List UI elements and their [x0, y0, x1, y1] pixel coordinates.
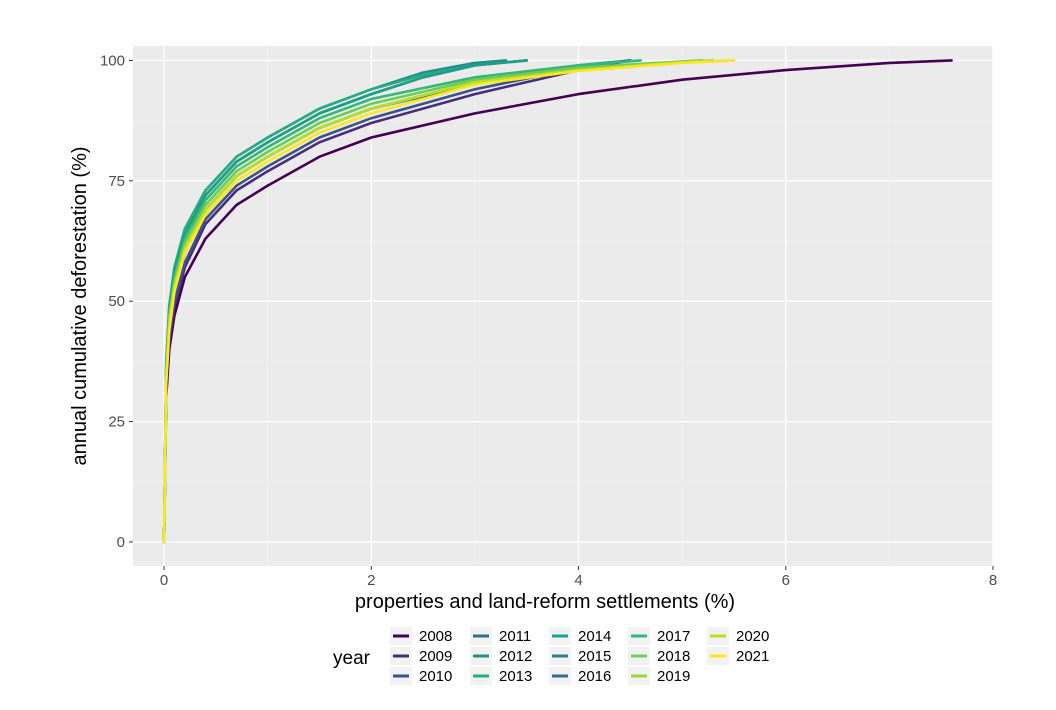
legend-label-2017: 2017: [657, 628, 690, 645]
x-axis-title: properties and land-reform settlements (…: [355, 591, 735, 613]
x-tick-label: 8: [989, 572, 997, 589]
x-tick-label: 2: [367, 572, 375, 589]
x-tick-label: 4: [574, 572, 582, 589]
legend-label-2016: 2016: [578, 668, 611, 685]
legend-label-2015: 2015: [578, 648, 611, 665]
y-axis-title: annual cumulative deforestation (%): [69, 146, 91, 465]
y-axis: 0 25 50 75 100: [100, 52, 133, 551]
minor-grid: [133, 46, 993, 566]
y-tick-label: 25: [108, 414, 125, 431]
legend-label-2013: 2013: [499, 668, 532, 685]
plot-panel: [133, 46, 993, 566]
legend: year 2008 2009 2010 2011 2012 2013 2014 2015 201…: [333, 627, 769, 685]
legend-label-2019: 2019: [657, 668, 690, 685]
legend-label-2008: 2008: [419, 628, 452, 645]
legend-label-2014: 2014: [578, 628, 611, 645]
legend-label-2009: 2009: [419, 648, 452, 665]
y-tick-label: 50: [108, 293, 125, 310]
major-grid: [133, 46, 994, 566]
x-tick-label: 6: [782, 572, 790, 589]
legend-label-2020: 2020: [736, 628, 769, 645]
series-lines: [162, 59, 953, 544]
y-tick-label: 100: [100, 52, 125, 69]
legend-label-2010: 2010: [419, 668, 452, 685]
legend-title: year: [333, 648, 371, 669]
legend-label-2012: 2012: [499, 648, 532, 665]
x-tick-label: 0: [160, 572, 168, 589]
legend-label-2011: 2011: [499, 628, 531, 645]
legend-label-2021: 2021: [736, 648, 769, 665]
x-axis: 0 2 4 6 8: [160, 566, 997, 589]
y-tick-label: 75: [108, 173, 125, 190]
legend-label-2018: 2018: [657, 648, 690, 665]
series-line-2021: [162, 59, 736, 544]
y-tick-label: 0: [117, 534, 125, 551]
series-line-2008: [162, 59, 953, 544]
